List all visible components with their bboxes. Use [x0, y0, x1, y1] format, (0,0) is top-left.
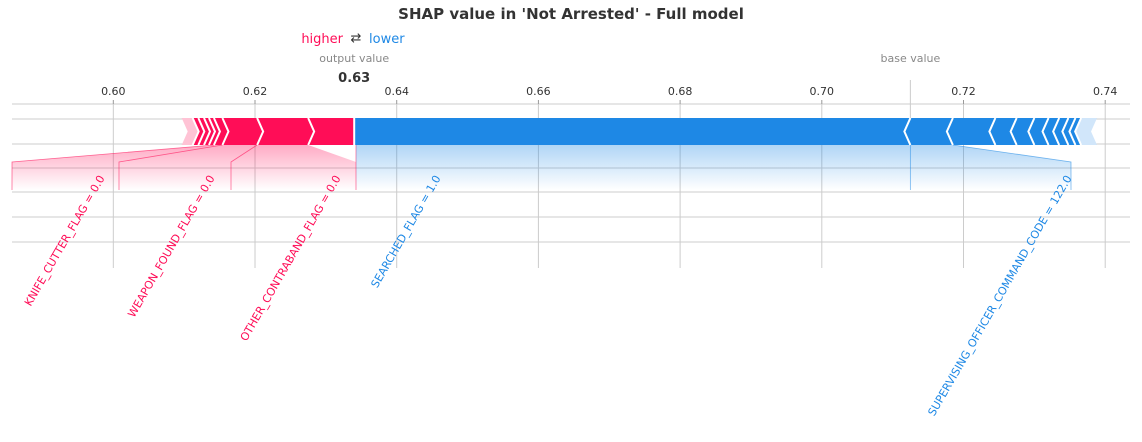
higher-bar-divider-7	[256, 117, 265, 146]
x-tick-label-5: 0.70	[810, 85, 835, 98]
force-bars	[181, 117, 1098, 146]
output-value-number: 0.63	[338, 71, 370, 86]
x-tick-label-3: 0.66	[526, 85, 551, 98]
lower-bar-segment-4	[1010, 118, 1035, 145]
x-tick-label-7: 0.74	[1093, 85, 1118, 98]
x-tick-label-0: 0.60	[101, 85, 126, 98]
legend: higher ⇄ lower	[301, 31, 405, 47]
lower-bar-segment-9	[1069, 118, 1082, 145]
lower-bar-divider-9	[1068, 117, 1077, 146]
lower-bar-segment-10	[1075, 118, 1098, 145]
higher-bar-segment-1	[192, 118, 205, 145]
x-tick-label-4: 0.68	[668, 85, 693, 98]
lower-bar-segment-0	[354, 118, 911, 145]
feature-label-searched: SEARCHED_FLAG = 1.0	[368, 173, 443, 290]
lower-shade-1	[910, 145, 1071, 190]
base-value-label: base value	[880, 52, 940, 65]
feature-label-other-contraband: OTHER_CONTRABAND_FLAG = 0.0	[238, 173, 344, 343]
x-axis-ticks: 0.60 0.62 0.64 0.66 0.68 0.70 0.72 0.74	[101, 85, 1117, 104]
higher-leader-1	[118, 144, 223, 190]
higher-leader-0	[11, 144, 214, 190]
feature-label-weapon-found: WEAPON_FOUND_FLAG = 0.0	[125, 173, 217, 320]
lower-bar-divider-2	[945, 117, 954, 146]
lower-bar-divider-7	[1052, 117, 1061, 146]
higher-bar-segment-4	[208, 118, 220, 145]
higher-shade-1	[119, 145, 258, 190]
higher-bar-divider-6	[221, 117, 230, 146]
feature-label-knife-cutter: KNIFE_CUTTER_FLAG = 0.0	[22, 173, 108, 308]
lower-bar-segment-3	[989, 118, 1017, 145]
higher-bar-divider-5	[213, 117, 222, 146]
lower-bar-divider-6	[1041, 117, 1050, 146]
higher-bar-segment-0	[181, 118, 199, 145]
feature-labels: KNIFE_CUTTER_FLAG = 0.0 WEAPON_FOUND_FLAG…	[22, 173, 1075, 418]
lower-bar-segment-6	[1042, 118, 1060, 145]
higher-shade-2	[231, 145, 356, 190]
lower-bar-divider-8	[1061, 117, 1070, 146]
x-tick-label-6: 0.72	[951, 85, 976, 98]
higher-bar-segment-2	[198, 118, 211, 145]
feature-label-supervising-officer: SUPERVISING_OFFICER_COMMAND_CODE = 122.0	[925, 173, 1074, 418]
output-value-label: output value	[319, 52, 389, 65]
higher-bar-segment-7	[257, 118, 315, 145]
higher-bar-divider-4	[208, 117, 217, 146]
chart-title: SHAP value in 'Not Arrested' - Full mode…	[398, 5, 744, 23]
x-tick-label-2: 0.64	[384, 85, 409, 98]
feature-shading	[11, 144, 1072, 190]
lower-bar-segment-5	[1028, 118, 1049, 145]
higher-bar-divider-2	[197, 117, 206, 146]
lower-bar-segment-1	[904, 118, 953, 145]
lower-bar-divider-10	[1074, 117, 1083, 146]
lower-leader-right	[952, 144, 1072, 190]
legend-higher-label: higher	[301, 32, 343, 47]
higher-bar-divider-1	[191, 117, 200, 146]
legend-arrow-icon: ⇄	[351, 31, 362, 46]
lower-bar-divider-1	[903, 117, 912, 146]
higher-bar-segment-8	[308, 118, 361, 145]
higher-shade-0	[12, 145, 223, 190]
lower-bar-divider-3	[988, 117, 997, 146]
lower-bar-segment-2	[946, 118, 996, 145]
legend-lower-label: lower	[369, 32, 405, 47]
higher-bar-segment-3	[204, 118, 215, 145]
lower-bar-divider-4	[1009, 117, 1018, 146]
lower-bar-divider-5	[1027, 117, 1036, 146]
higher-bar-divider-8	[307, 117, 316, 146]
higher-bar-divider-3	[203, 117, 212, 146]
x-tick-label-1: 0.62	[243, 85, 268, 98]
higher-leader-2	[230, 144, 258, 190]
lower-shade-0	[354, 145, 911, 190]
higher-bar-segment-6	[222, 118, 264, 145]
